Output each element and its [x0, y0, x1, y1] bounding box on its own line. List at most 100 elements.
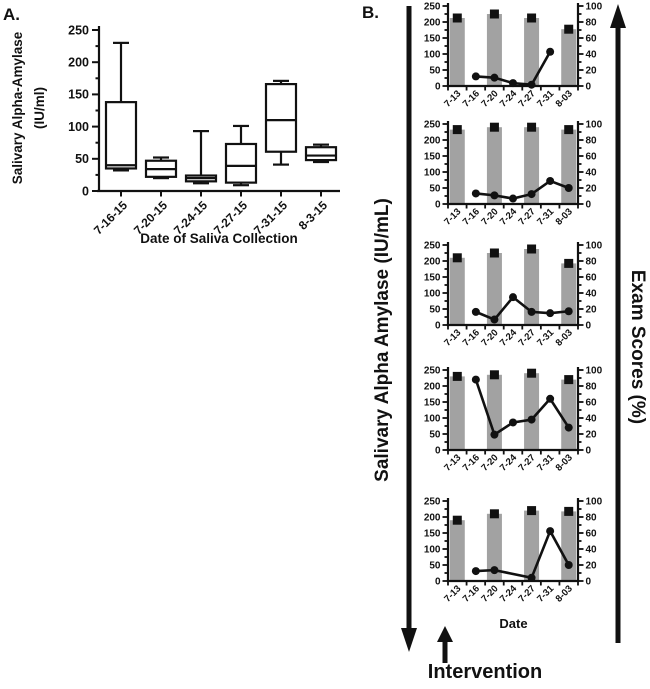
x-tick-label: 8-03: [554, 88, 575, 109]
right-tick-label: 0: [586, 200, 592, 211]
x-tick-label: 8-03: [554, 206, 575, 227]
x-tick-label: 7-20: [479, 206, 500, 227]
box: [224, 142, 258, 184]
amylase-point: [564, 423, 573, 432]
exam-score-bar: [449, 520, 465, 581]
left-tick-label: 0: [435, 321, 441, 332]
y-tick-label: 50: [75, 152, 89, 166]
right-tick-label: 80: [586, 18, 598, 29]
left-tick-label: 100: [424, 289, 441, 300]
amylase-point: [471, 375, 480, 384]
exam-score-marker: [527, 506, 537, 516]
box: [104, 101, 138, 170]
amylase-point: [564, 561, 573, 569]
exam-score-marker: [564, 258, 574, 268]
y-tick-label: 100: [68, 120, 89, 134]
exam-score-bar: [449, 18, 465, 86]
left-tick-label: 0: [435, 200, 441, 211]
x-tick-label: 7-16: [461, 88, 482, 109]
amylase-point: [471, 567, 480, 576]
right-tick-label: 60: [586, 34, 598, 45]
right-tick-label: 0: [586, 446, 592, 457]
right-tick-label: 40: [586, 545, 598, 556]
x-tick-label: 7-31: [535, 583, 557, 605]
x-tick-label: 7-31: [535, 452, 557, 474]
x-tick-label: 7-27: [516, 88, 537, 109]
x-tick-label: 8-03: [554, 452, 575, 473]
exam-score-marker: [564, 24, 574, 34]
exam-score-marker: [527, 13, 537, 23]
left-tick-label: 150: [424, 273, 441, 284]
y-axis-title-line1: Salivary Alpha-Amylase: [10, 31, 25, 184]
exam-score-bar: [449, 129, 465, 204]
left-tick-label: 0: [435, 446, 441, 457]
left-tick-label: 150: [424, 152, 441, 163]
amylase-point: [527, 190, 536, 199]
subject-chart-4: 0501001502002500204060801007-137-167-207…: [424, 366, 603, 474]
right-tick-label: 40: [586, 414, 598, 425]
left-tick-label: 200: [424, 382, 441, 393]
x-tick-label: 7-27: [516, 327, 537, 348]
amylase-point: [509, 194, 517, 203]
left-tick-label: 50: [429, 305, 441, 316]
exam-score-marker: [564, 506, 574, 516]
amylase-point: [509, 79, 517, 88]
left-tick-label: 250: [424, 2, 441, 13]
exam-score-marker: [489, 370, 499, 380]
exam-score-bar: [524, 249, 540, 325]
exam-axis-arrow-up-icon: [610, 4, 626, 643]
box-group: [144, 156, 178, 180]
exam-score-marker: [452, 371, 462, 381]
left-tick-label: 250: [424, 120, 441, 131]
left-tick-label: 250: [424, 497, 441, 508]
amylase-axis-label: Salivary Alpha Amylase (IU/mL): [372, 198, 393, 482]
box-group: [224, 124, 258, 187]
box: [304, 146, 338, 162]
panel-b-label: B.: [362, 3, 379, 22]
y-tick-label: 0: [82, 184, 89, 198]
right-tick-label: 0: [586, 577, 592, 588]
subject-chart-2: 0501001502002500204060801007-137-167-207…: [424, 120, 603, 228]
y-tick-label: 250: [68, 23, 89, 37]
left-tick-label: 50: [429, 184, 441, 195]
x-tick-label: 7-20: [479, 452, 500, 473]
right-tick-label: 20: [586, 66, 598, 77]
exam-score-bar: [561, 263, 577, 325]
date-axis-title: Date: [499, 616, 528, 631]
right-tick-label: 100: [586, 241, 603, 252]
intervention-arrow-up-icon: [437, 626, 453, 663]
x-tick-label: 7-20: [479, 327, 500, 348]
right-tick-label: 20: [586, 430, 598, 441]
exam-score-marker: [564, 375, 574, 385]
exam-score-marker: [527, 244, 537, 254]
amylase-point: [490, 73, 499, 82]
left-tick-label: 200: [424, 18, 441, 29]
x-tick-label: 7-31: [535, 327, 557, 349]
right-tick-label: 80: [586, 136, 598, 147]
left-tick-label: 150: [424, 34, 441, 45]
x-tick-label: 7-16: [461, 206, 482, 227]
left-tick-label: 50: [429, 66, 441, 77]
exam-score-bar: [486, 513, 502, 581]
right-tick-label: 80: [586, 382, 598, 393]
right-tick-label: 60: [586, 398, 598, 409]
intervention-label: Intervention: [427, 661, 543, 683]
amylase-point: [527, 573, 536, 582]
right-tick-label: 80: [586, 257, 598, 268]
right-tick-label: 60: [586, 529, 598, 540]
right-tick-label: 40: [586, 50, 598, 61]
exam-score-bar: [524, 18, 540, 86]
exam-score-bar: [561, 29, 577, 86]
x-tick-label: 7-31: [535, 206, 557, 228]
amylase-point: [471, 189, 480, 198]
left-tick-label: 100: [424, 414, 441, 425]
amylase-point: [509, 418, 517, 427]
box-group: [304, 143, 338, 164]
exam-score-marker: [452, 13, 462, 23]
exam-score-marker: [527, 368, 537, 378]
left-tick-label: 150: [424, 398, 441, 409]
x-tick-label: 7-24: [498, 452, 520, 474]
x-tick-label: 7-24: [498, 206, 520, 228]
x-tick-label: 7-20: [479, 88, 500, 109]
